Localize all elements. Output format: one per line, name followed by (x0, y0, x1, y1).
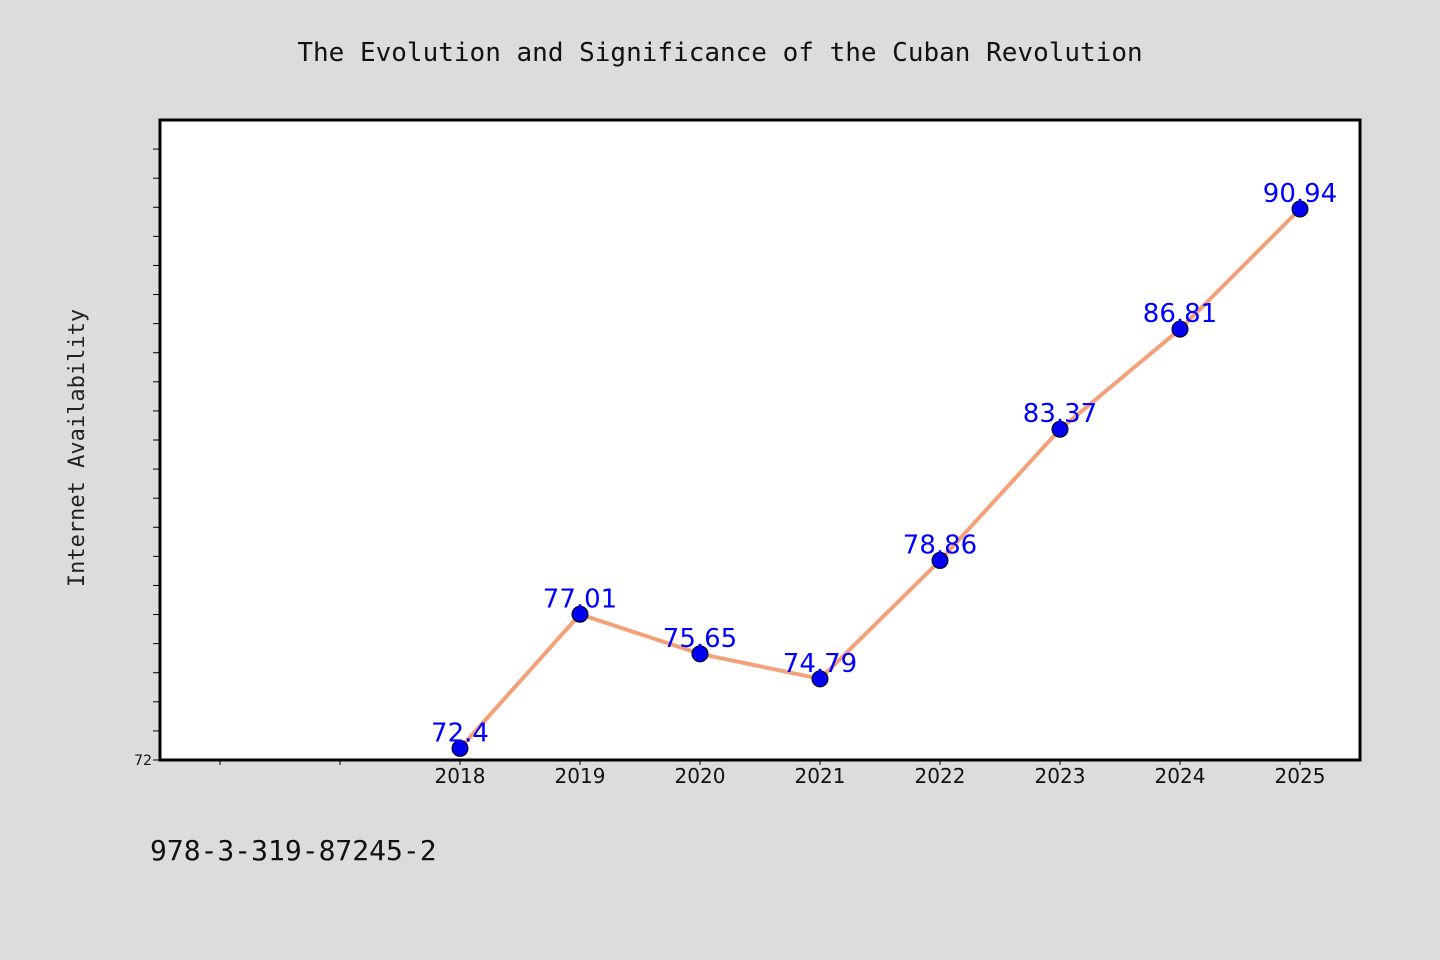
data-label: 78.86 (903, 530, 977, 560)
x-tick-label: 2019 (555, 764, 606, 788)
data-point (931, 551, 949, 569)
chart-title: The Evolution and Significance of the Cu… (297, 38, 1142, 68)
x-tick-label: 2018 (435, 764, 486, 788)
y-axis-label: Internet Availability (65, 309, 90, 587)
data-point (571, 605, 589, 623)
data-label: 72.4 (431, 718, 489, 748)
data-point (1291, 200, 1309, 218)
data-label: 74.79 (783, 649, 857, 679)
y-tick-label: 72 (134, 753, 152, 769)
data-label: 83.37 (1023, 399, 1097, 429)
x-tick-label: 2021 (795, 764, 846, 788)
plot-area (158, 118, 1362, 762)
data-point (1051, 420, 1069, 438)
series-layer: 72.4 77.01 75.65 74.79 78.86 83.37 86.81 90.94 (431, 179, 1337, 757)
x-tick-label: 2024 (1155, 764, 1206, 788)
data-label: 86.81 (1143, 299, 1217, 329)
series-line (458, 207, 1302, 750)
data-label: 75.65 (663, 624, 737, 654)
x-tick-label: 2022 (915, 764, 966, 788)
x-axis-ticks (219, 761, 1301, 765)
y-axis-tick-labels: 72 (134, 753, 152, 769)
x-tick-label: 2020 (675, 764, 726, 788)
data-point (811, 670, 829, 688)
data-point (451, 739, 469, 757)
data-label: 90.94 (1263, 179, 1337, 209)
x-tick-label: 2025 (1275, 764, 1326, 788)
data-point (1171, 320, 1189, 338)
data-label: 77.01 (543, 584, 617, 614)
y-axis-ticks (153, 148, 159, 761)
data-point (691, 645, 709, 663)
x-axis-tick-labels: 2018 2019 2020 2021 2022 2023 2024 2025 (435, 764, 1326, 788)
isbn-note: 978-3-319-87245-2 (150, 834, 437, 867)
x-tick-label: 2023 (1035, 764, 1086, 788)
